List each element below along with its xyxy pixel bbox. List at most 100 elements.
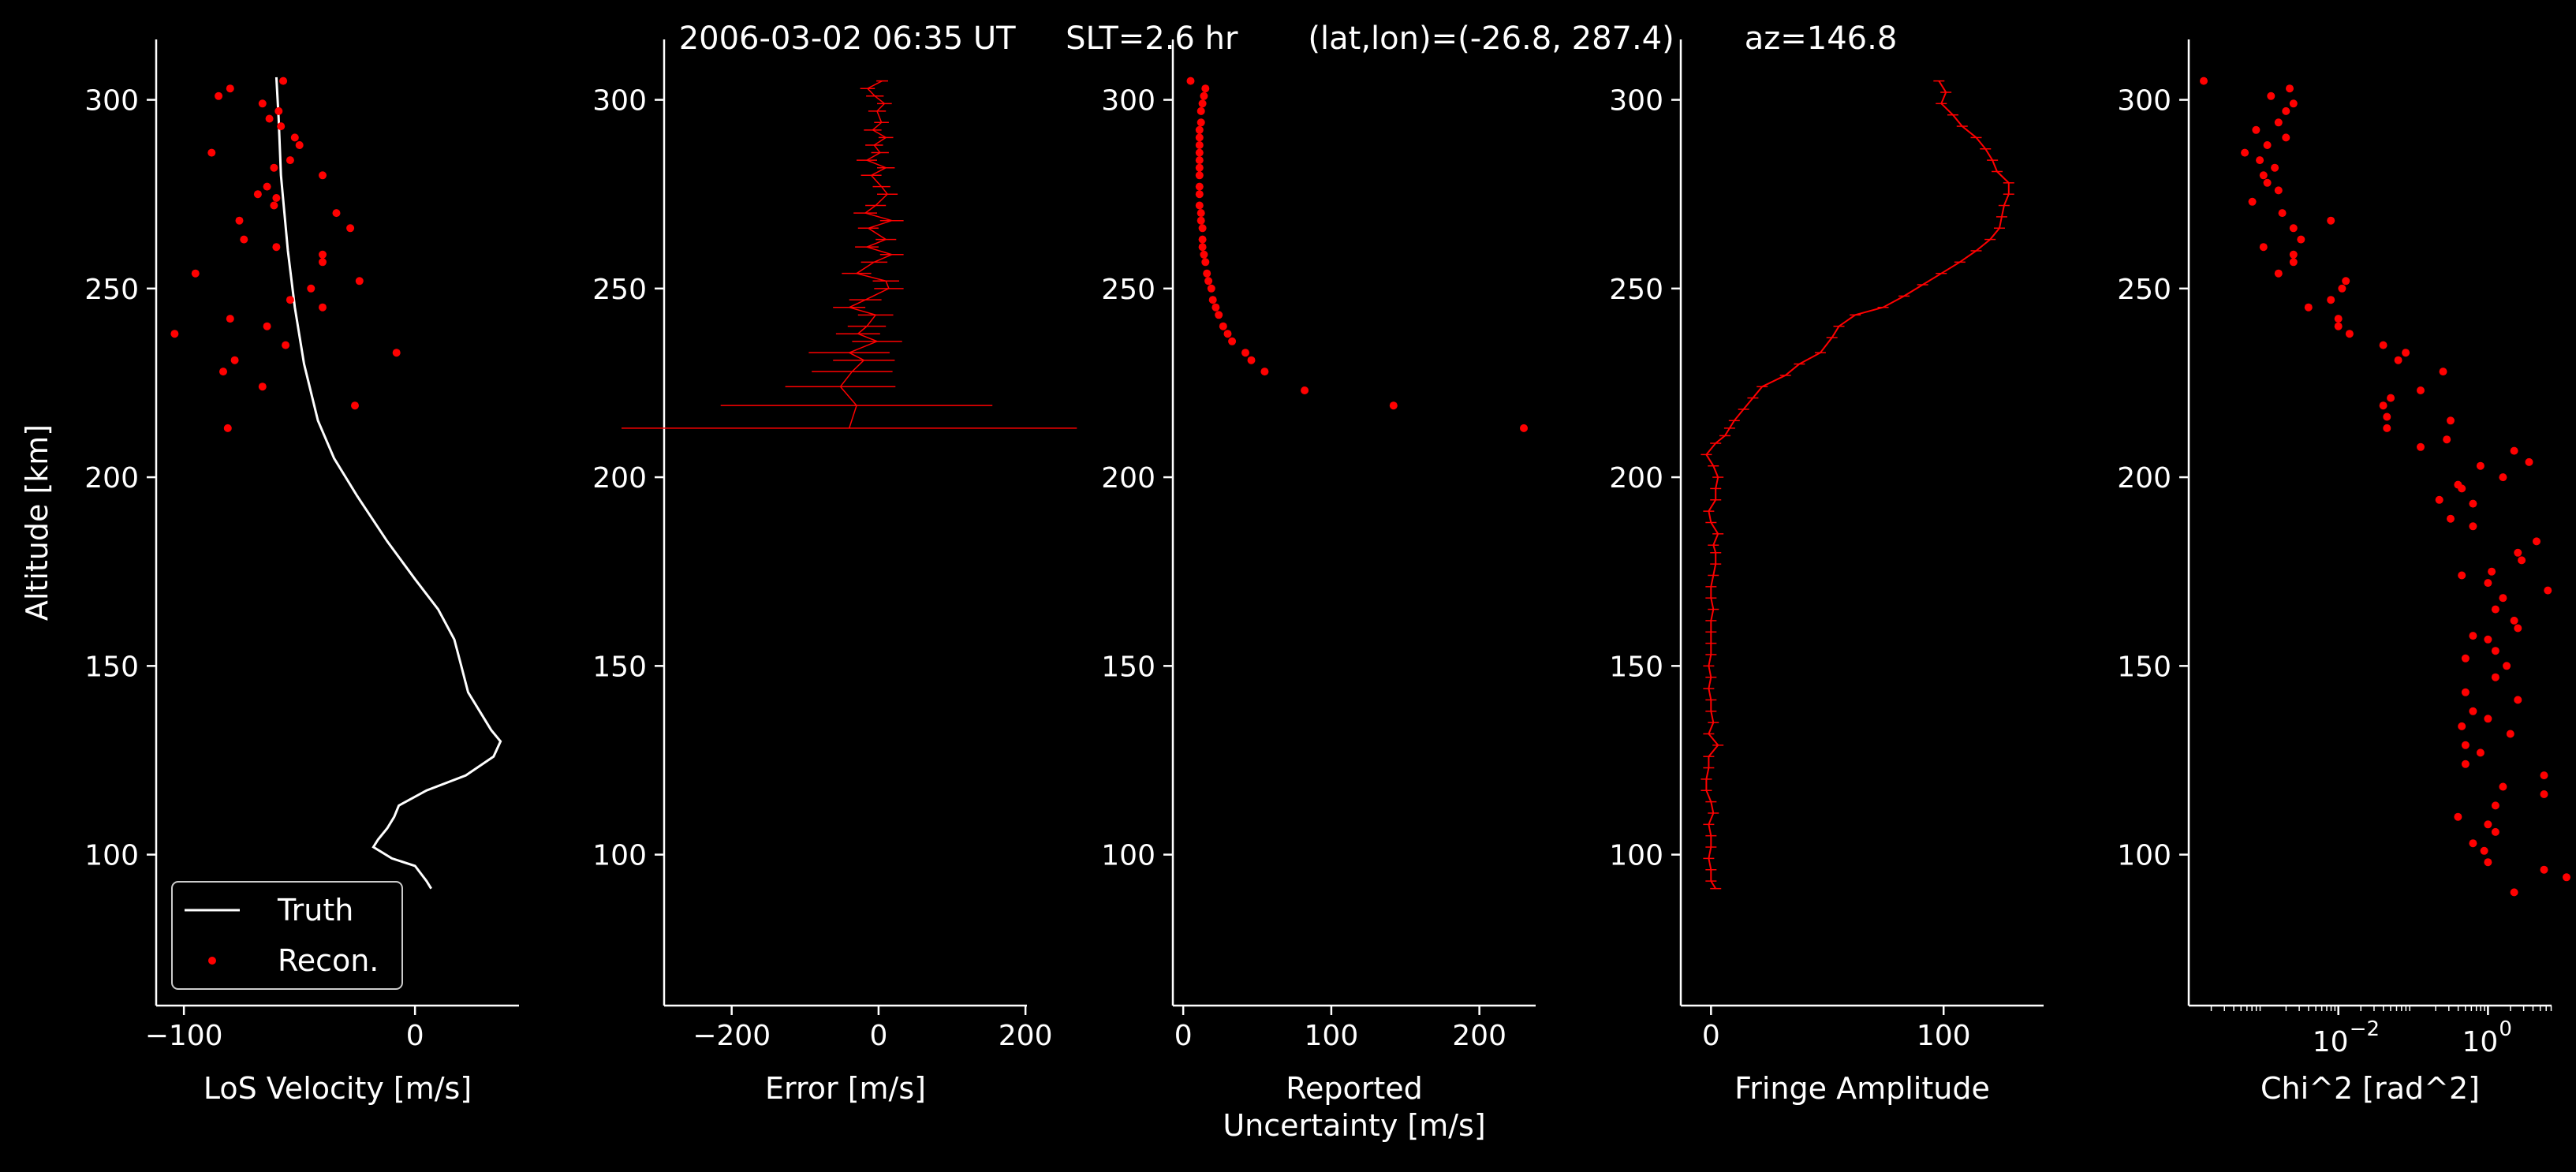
- data-point: [392, 349, 401, 357]
- y-tick-label: 300: [1101, 85, 1155, 118]
- data-point: [1198, 235, 1207, 244]
- data-point: [258, 99, 267, 108]
- data-point: [2327, 296, 2335, 304]
- data-point: [1520, 424, 1528, 432]
- data-point: [2241, 148, 2249, 157]
- data-point: [286, 156, 294, 165]
- data-point: [295, 141, 304, 149]
- x-tick-label-exponent: 0: [2499, 1017, 2512, 1041]
- x-tick-label: 200: [999, 1020, 1053, 1052]
- data-point: [170, 330, 179, 338]
- x-tick-label: 0: [1174, 1020, 1193, 1052]
- y-tick-label: 150: [2117, 651, 2171, 683]
- data-point: [253, 190, 262, 199]
- data-point: [2533, 537, 2541, 546]
- data-point: [235, 216, 244, 225]
- data-point: [2402, 349, 2410, 357]
- data-point: [2252, 125, 2261, 134]
- legend-truth-label: Truth: [277, 893, 353, 928]
- x-tick-label: 0: [406, 1020, 424, 1052]
- y-tick-label: 250: [2117, 274, 2171, 306]
- data-point: [2510, 888, 2518, 897]
- data-point: [1197, 209, 1205, 218]
- data-point: [2499, 594, 2507, 603]
- data-point: [2461, 760, 2470, 768]
- data-point: [2289, 250, 2298, 259]
- data-point: [2484, 579, 2492, 588]
- y-tick-label: 200: [1101, 462, 1155, 495]
- data-point: [2304, 303, 2313, 312]
- y-tick-label: 200: [84, 462, 139, 495]
- data-point: [1207, 284, 1215, 293]
- data-point: [2435, 495, 2443, 504]
- data-point: [282, 341, 290, 349]
- data-point: [2387, 394, 2395, 402]
- data-point: [2334, 315, 2343, 323]
- data-point: [1195, 125, 1204, 134]
- data-point: [270, 163, 278, 172]
- data-point: [2383, 412, 2391, 421]
- y-tick-label: 100: [84, 840, 139, 872]
- data-point: [2469, 707, 2477, 715]
- data-point: [1201, 258, 1210, 267]
- data-point: [286, 296, 294, 304]
- data-point: [2458, 484, 2466, 493]
- data-point: [2345, 330, 2354, 338]
- panel-error: 100 150 200 250 300 −200 0 200 Error [m/s]: [592, 39, 1077, 1106]
- x-tick-label: 10: [2313, 1026, 2349, 1058]
- data-point: [2274, 269, 2283, 278]
- data-point: [2484, 858, 2492, 867]
- data-point: [2271, 163, 2279, 172]
- y-tick-label: 100: [2117, 840, 2171, 872]
- data-point: [1195, 148, 1204, 157]
- x-tick-label: 0: [869, 1020, 887, 1052]
- data-point: [319, 250, 327, 259]
- data-point: [319, 171, 327, 180]
- data-point: [2383, 424, 2391, 432]
- data-point: [1195, 141, 1204, 149]
- data-point: [2282, 106, 2290, 115]
- y-axis-label: Altitude [km]: [20, 424, 54, 621]
- x-tick-label: 0: [1702, 1020, 1720, 1052]
- data-point: [2458, 722, 2466, 730]
- legend-box: [171, 881, 403, 990]
- data-point: [1389, 401, 1398, 410]
- data-point: [2540, 771, 2548, 780]
- data-point: [1200, 91, 1208, 100]
- data-point: [272, 194, 281, 202]
- data-point: [2274, 186, 2283, 195]
- data-point: [1215, 311, 1223, 319]
- data-point: [319, 303, 327, 312]
- data-point: [2469, 632, 2477, 640]
- data-point: [215, 91, 223, 100]
- data-point: [2443, 435, 2451, 444]
- data-point: [2289, 224, 2298, 233]
- panel-fringe: 100 150 200 250 300 0 100 Fringe Amplitude: [1609, 39, 2044, 1106]
- data-point: [2488, 567, 2496, 576]
- data-point: [346, 224, 355, 233]
- data-point: [191, 269, 200, 278]
- data-point: [2248, 197, 2257, 206]
- data-point: [2461, 741, 2470, 749]
- data-point: [279, 77, 288, 85]
- data-point: [2259, 243, 2268, 252]
- data-point: [290, 133, 299, 142]
- data-point: [351, 401, 359, 410]
- data-point: [2278, 209, 2287, 218]
- data-point: [2458, 571, 2466, 580]
- y-tick-label: 250: [84, 274, 139, 306]
- x-tick-label-exponent: −2: [2350, 1017, 2380, 1041]
- data-point: [2263, 141, 2272, 149]
- data-point: [2379, 401, 2387, 410]
- data-point: [1195, 163, 1204, 172]
- data-point: [219, 368, 227, 376]
- data-point: [332, 209, 341, 218]
- data-point: [2289, 99, 2298, 108]
- data-point: [2484, 635, 2492, 644]
- data-point: [2491, 647, 2499, 655]
- x-tick-label: −100: [145, 1020, 223, 1052]
- y-tick-label: 100: [1609, 840, 1663, 872]
- data-point: [1197, 118, 1205, 127]
